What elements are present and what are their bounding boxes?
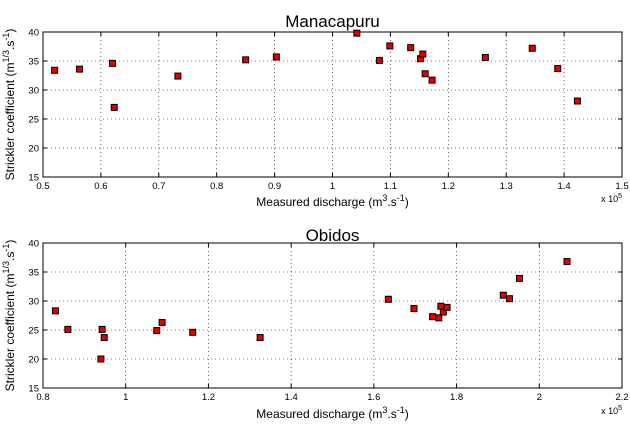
data-point bbox=[506, 295, 514, 303]
x-axis-label: Measured discharge (m3.s-1) bbox=[256, 405, 408, 421]
data-point bbox=[515, 274, 523, 282]
data-point bbox=[97, 355, 105, 363]
data-point bbox=[554, 65, 562, 73]
y-tick-label: 20 bbox=[28, 355, 39, 366]
data-point bbox=[443, 303, 451, 311]
x-tick-label: 1.2 bbox=[442, 181, 455, 192]
x-tick-label: 2 bbox=[537, 392, 542, 403]
data-point bbox=[100, 334, 108, 342]
y-tick-label: 15 bbox=[28, 384, 39, 395]
data-point bbox=[75, 65, 83, 73]
y-axis-label: Strickler coefficient (m1/3.s-1) bbox=[1, 29, 17, 181]
data-point bbox=[563, 258, 571, 266]
x-tick-label: 1.3 bbox=[500, 181, 513, 192]
x-tick-label: 1.6 bbox=[367, 392, 380, 403]
data-point bbox=[573, 97, 581, 105]
data-point bbox=[437, 302, 445, 310]
y-tick-label: 35 bbox=[28, 268, 39, 279]
x-tick-label: 1 bbox=[330, 181, 335, 192]
y-axis-label: Strickler coefficient (m1/3.s-1) bbox=[1, 240, 17, 392]
data-point bbox=[435, 314, 443, 322]
x-tick-label: 0.6 bbox=[94, 181, 107, 192]
x-tick-label: 1.2 bbox=[202, 392, 215, 403]
x-tick-label: 0.8 bbox=[210, 181, 223, 192]
data-point bbox=[353, 29, 361, 37]
axes-box bbox=[42, 242, 623, 389]
x-axis-multiplier: x 105 bbox=[601, 405, 622, 416]
data-point bbox=[428, 76, 436, 84]
y-tick-label: 40 bbox=[28, 239, 39, 250]
data-point bbox=[51, 307, 59, 315]
y-tick-label: 35 bbox=[28, 57, 39, 68]
data-point bbox=[499, 291, 507, 299]
data-point bbox=[174, 72, 182, 80]
data-point bbox=[375, 56, 383, 64]
x-tick-label: 1 bbox=[123, 392, 128, 403]
data-point bbox=[407, 44, 415, 52]
x-axis-label: Measured discharge (m3.s-1) bbox=[256, 193, 408, 209]
x-tick-label: 1.4 bbox=[557, 181, 570, 192]
y-tick-label: 15 bbox=[28, 173, 39, 184]
x-tick-label: 2.2 bbox=[615, 392, 628, 403]
data-point bbox=[481, 54, 489, 62]
x-tick-label: 0.5 bbox=[36, 181, 49, 192]
data-point bbox=[51, 66, 59, 74]
data-point bbox=[386, 42, 394, 50]
chart-title: Manacapuru bbox=[285, 12, 380, 31]
data-point bbox=[421, 70, 429, 78]
data-point bbox=[242, 56, 250, 64]
data-point bbox=[384, 295, 392, 303]
data-point bbox=[108, 59, 116, 67]
data-point bbox=[189, 328, 197, 336]
y-tick-label: 25 bbox=[28, 326, 39, 337]
x-tick-label: 0.7 bbox=[152, 181, 165, 192]
data-point bbox=[528, 44, 536, 52]
data-point bbox=[256, 334, 264, 342]
x-tick-label: 0.9 bbox=[268, 181, 281, 192]
y-tick-label: 40 bbox=[28, 28, 39, 39]
y-tick-label: 30 bbox=[28, 297, 39, 308]
x-axis-multiplier: x 105 bbox=[601, 193, 622, 204]
y-tick-label: 30 bbox=[28, 86, 39, 97]
x-tick-label: 0.8 bbox=[36, 392, 49, 403]
data-point bbox=[153, 327, 161, 335]
chart-panel-obidos: 0.8 1 1.2 1.4 1.6 1.8 2 2.2 15 20 25 30 35 40 Obidos Me… bbox=[1, 226, 629, 421]
x-tick-label: 1.5 bbox=[615, 181, 628, 192]
data-point bbox=[158, 318, 166, 326]
x-tick-label: 1.4 bbox=[285, 392, 298, 403]
data-point bbox=[410, 305, 418, 313]
data-point bbox=[429, 313, 437, 321]
data-point bbox=[439, 308, 447, 316]
data-point bbox=[110, 103, 118, 111]
x-tick-label: 1.1 bbox=[384, 181, 397, 192]
chart-title: Obidos bbox=[306, 226, 360, 245]
x-tick-label: 1.8 bbox=[450, 392, 463, 403]
data-point bbox=[64, 325, 72, 333]
y-tick-label: 25 bbox=[28, 115, 39, 126]
data-point bbox=[419, 50, 427, 58]
data-point bbox=[272, 53, 280, 61]
data-point bbox=[98, 325, 106, 333]
chart-panel-manacapuru: 0.5 0.6 0.7 0.8 0.9 1 1.1 1.2 1.3 1.4 1.5 15 20 25 30 3… bbox=[1, 12, 629, 209]
y-tick-label: 20 bbox=[28, 144, 39, 155]
